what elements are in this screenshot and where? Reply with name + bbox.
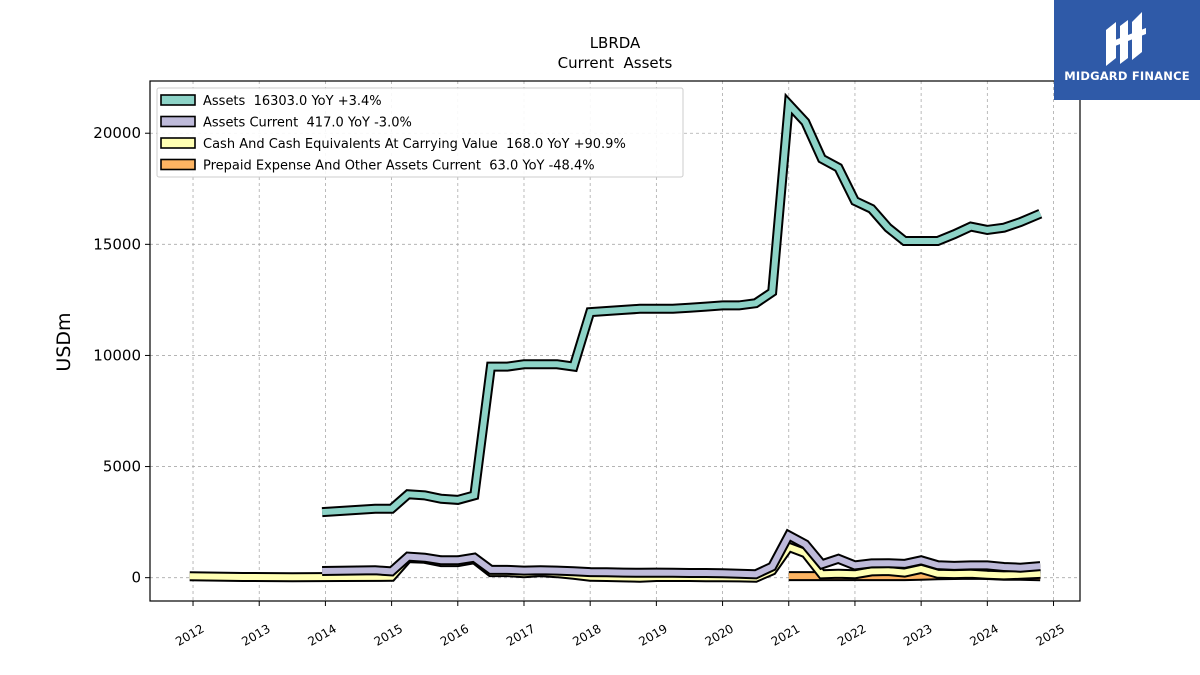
y-tick-label: 0: [131, 569, 141, 587]
legend-box: [156, 87, 684, 178]
y-tick-label: 10000: [93, 346, 141, 364]
legend-swatch: [160, 137, 196, 149]
series-line: [321, 97, 1042, 516]
x-tick-label: 2024: [967, 621, 1000, 648]
series-line: [322, 531, 1041, 578]
legend-label: Prepaid Expense And Other Assets Current…: [203, 159, 595, 174]
x-tick-label: 2025: [1034, 621, 1067, 648]
legend-swatch: [160, 158, 196, 171]
legend-swatch: [160, 115, 196, 128]
series-lines: [189, 92, 1043, 583]
legend-swatch: [160, 94, 196, 106]
x-tick-label: 2015: [372, 621, 405, 648]
legend: Assets 16303.0 YoY +3.4% Assets Current 4…: [156, 87, 684, 178]
x-tick-label: 2018: [570, 621, 603, 648]
x-tick-label: 2023: [901, 621, 934, 648]
x-tick-label: 2012: [173, 621, 206, 648]
midgard-logo-icon: [1106, 12, 1146, 66]
plot-frame: [149, 80, 1081, 602]
x-tick-label: 2019: [636, 621, 669, 648]
legend-label: Cash And Cash Equivalents At Carrying Va…: [203, 137, 626, 152]
x-tick-label: 2020: [703, 621, 736, 648]
y-tick-label: 15000: [93, 235, 141, 253]
x-tick-label: 2022: [835, 621, 868, 648]
chart-title: LBRDA: [590, 34, 641, 52]
legend-label: Assets 16303.0 YoY +3.4%: [203, 94, 382, 109]
grid: [150, 81, 1080, 601]
brand-logo: MIDGARD FINANCE: [1054, 0, 1200, 100]
x-tick-label: 2021: [769, 621, 802, 648]
x-tick-label: 2016: [438, 621, 471, 648]
legend-label: Assets Current 417.0 YoY -3.0%: [203, 116, 412, 131]
y-tick-label: 20000: [93, 124, 141, 142]
y-axis-label: USDm: [53, 312, 75, 371]
x-tick-label: 2017: [504, 621, 537, 648]
x-tick-label: 2013: [239, 621, 272, 648]
y-tick-label: 5000: [103, 458, 141, 476]
series-outline: [322, 528, 1041, 580]
chart-subtitle: Current Assets: [558, 54, 673, 72]
x-tick-label: 2014: [305, 621, 338, 648]
brand-name: MIDGARD FINANCE: [1064, 69, 1190, 83]
